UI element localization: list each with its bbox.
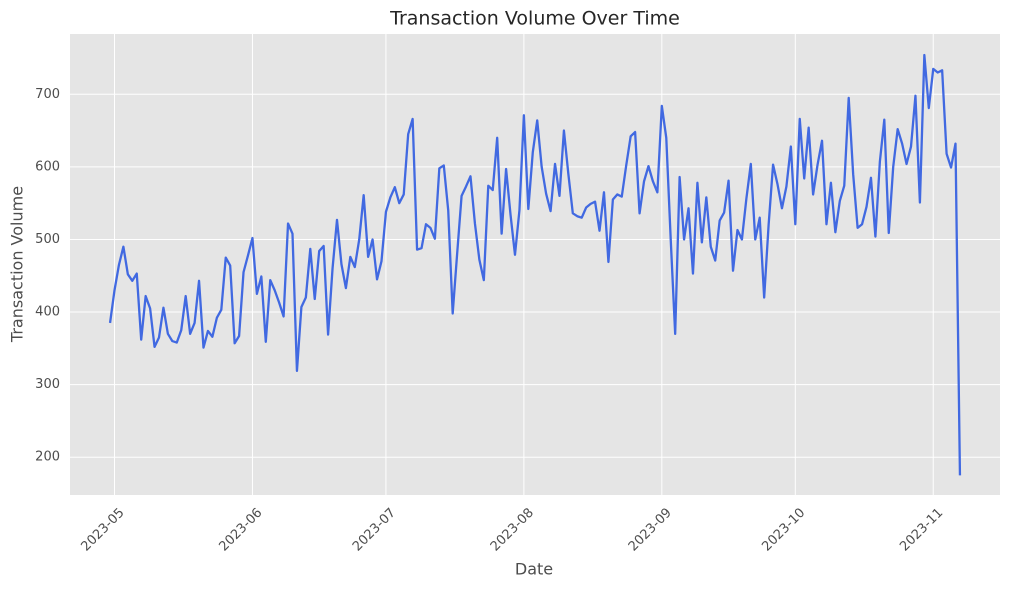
x-tick-label: 2023-11	[897, 505, 946, 554]
plot-background	[70, 34, 1000, 495]
data-line	[108, 53, 962, 476]
y-axis-label: Transaction Volume	[8, 186, 27, 343]
x-tick-label: 2023-09	[626, 505, 675, 554]
y-tick-label: 300	[35, 377, 60, 392]
x-tick-label: 2023-08	[488, 505, 537, 554]
y-tick-label: 500	[35, 232, 60, 247]
x-axis-label: Date	[515, 560, 553, 579]
x-tick-label: 2023-06	[216, 505, 265, 554]
y-tick-label: 600	[35, 159, 60, 174]
x-tick-label: 2023-07	[350, 505, 399, 554]
x-tick-label: 2023-05	[79, 505, 128, 554]
y-tick-label: 400	[35, 305, 60, 320]
x-tick-label: 2023-10	[759, 505, 808, 554]
y-tick-label: 200	[35, 450, 60, 465]
y-tick-label: 700	[35, 87, 60, 102]
chart-title: Transaction Volume Over Time	[389, 8, 680, 30]
